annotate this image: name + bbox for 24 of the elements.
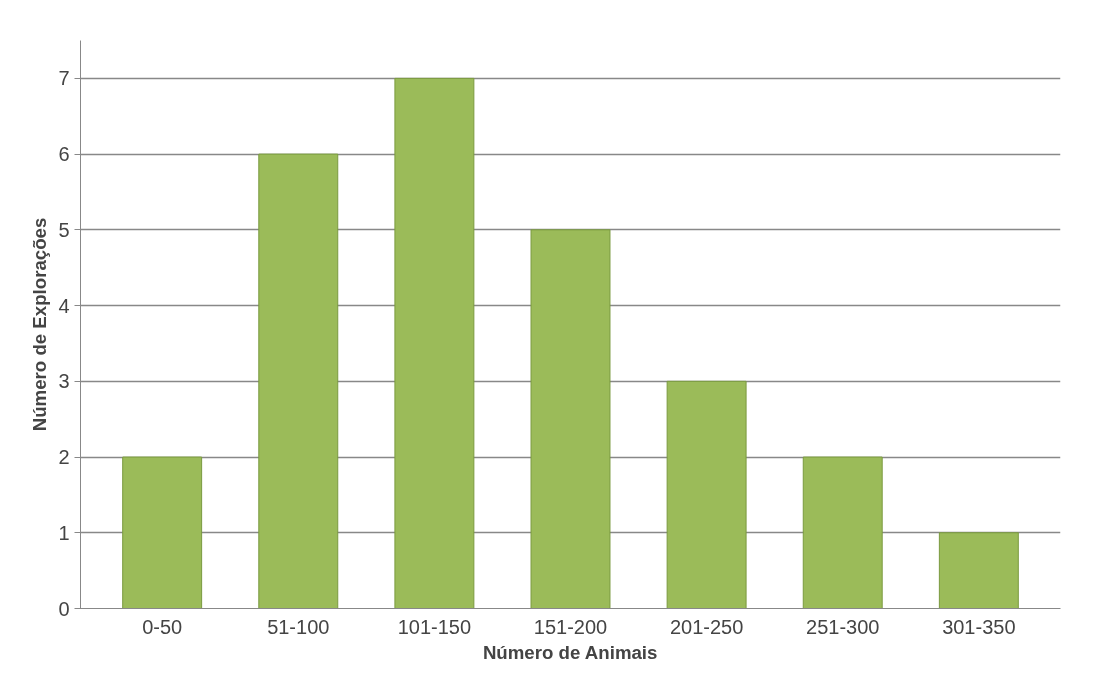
bar — [258, 153, 339, 609]
x-tick-label: 201-250 — [669, 615, 744, 638]
y-tick-label: 1 — [58, 521, 70, 544]
y-tick-label: 2 — [58, 446, 70, 469]
y-axis-title: Número de Explorações — [29, 217, 51, 432]
y-tick-label: 6 — [58, 143, 70, 166]
y-tick-label: 7 — [58, 67, 70, 90]
x-tick-label: 0-50 — [142, 615, 183, 638]
x-tick-label: 51-100 — [267, 615, 330, 638]
bar — [122, 456, 203, 609]
x-tick-label: 151-200 — [533, 615, 608, 638]
y-tick-label: 4 — [58, 294, 70, 317]
bar — [394, 77, 475, 609]
bar — [530, 229, 611, 609]
x-axis-title: Número de Animais — [482, 641, 658, 663]
x-tick-label: 101-150 — [397, 615, 472, 638]
bar — [802, 456, 883, 609]
x-tick-label: 251-300 — [806, 615, 880, 638]
bar — [938, 532, 1019, 609]
y-tick-label: 0 — [58, 597, 70, 620]
y-tick-label: 3 — [58, 370, 70, 393]
x-tick-label: 301-350 — [942, 615, 1016, 638]
y-tick-label: 5 — [58, 218, 70, 241]
bar — [666, 380, 747, 609]
